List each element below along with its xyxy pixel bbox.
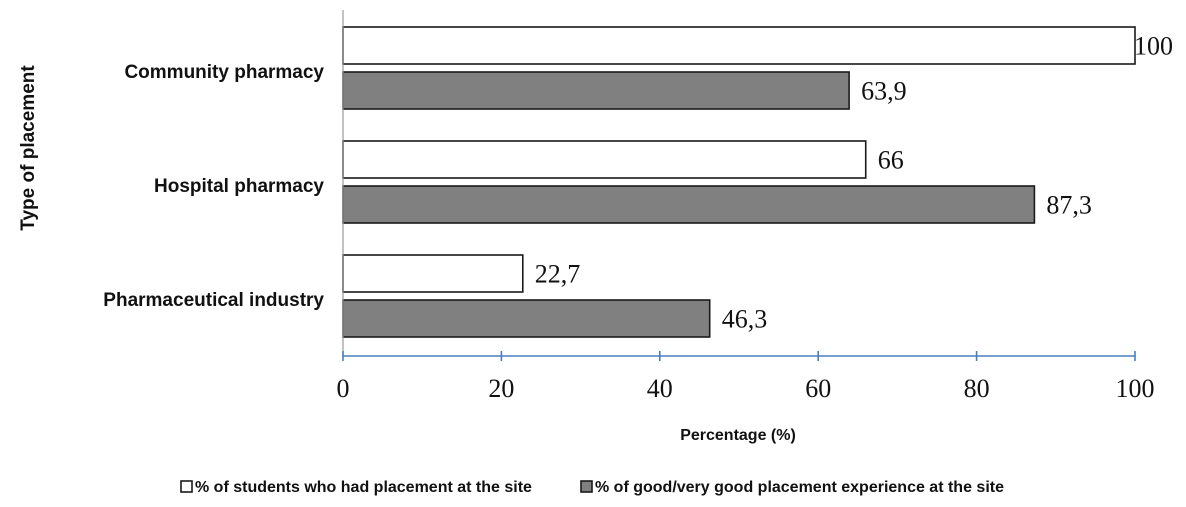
bar-placement-2 bbox=[342, 254, 524, 293]
x-tick-label-0: 0 bbox=[337, 374, 350, 403]
bar-placement-1 bbox=[342, 140, 867, 179]
axes: 0 20 40 60 80 100 bbox=[337, 10, 1155, 403]
data-label-good-experience-2: 46,3 bbox=[722, 305, 768, 334]
category-label-0: Community pharmacy bbox=[124, 62, 324, 83]
data-label-placement-1: 66 bbox=[878, 146, 904, 175]
x-tick-label-5: 100 bbox=[1116, 374, 1155, 403]
x-axis-title: Percentage (%) bbox=[680, 427, 796, 444]
bar-good-experience-1 bbox=[342, 185, 1036, 224]
y-axis-title: Type of placement bbox=[18, 65, 39, 231]
data-label-placement-2: 22,7 bbox=[535, 260, 581, 289]
bar-good-experience-2 bbox=[342, 299, 711, 338]
data-labels: 100 63,9 66 87,3 22,7 46,3 bbox=[535, 32, 1173, 334]
data-label-placement-0: 100 bbox=[1134, 32, 1173, 61]
legend-swatch-0 bbox=[180, 480, 193, 493]
bars-group bbox=[342, 26, 1136, 338]
legend-label-0: % of students who had placement at the s… bbox=[195, 479, 532, 496]
x-tick-label-4: 80 bbox=[964, 374, 990, 403]
legend: % of students who had placement at the s… bbox=[180, 479, 1004, 496]
category-labels: Community pharmacy Hospital pharmacy Pharm… bbox=[103, 62, 324, 311]
x-tick-label-3: 60 bbox=[805, 374, 831, 403]
data-label-good-experience-1: 87,3 bbox=[1046, 191, 1092, 220]
data-label-good-experience-0: 63,9 bbox=[861, 77, 907, 106]
legend-label-1: % of good/very good placement experience… bbox=[595, 479, 1004, 496]
bar-placement-0 bbox=[342, 26, 1136, 65]
bar-good-experience-0 bbox=[342, 71, 850, 110]
category-label-1: Hospital pharmacy bbox=[154, 176, 324, 197]
x-tick-label-1: 20 bbox=[488, 374, 514, 403]
x-tick-label-2: 40 bbox=[647, 374, 673, 403]
category-label-2: Pharmaceutical industry bbox=[103, 290, 324, 311]
legend-swatch-1 bbox=[580, 480, 593, 493]
